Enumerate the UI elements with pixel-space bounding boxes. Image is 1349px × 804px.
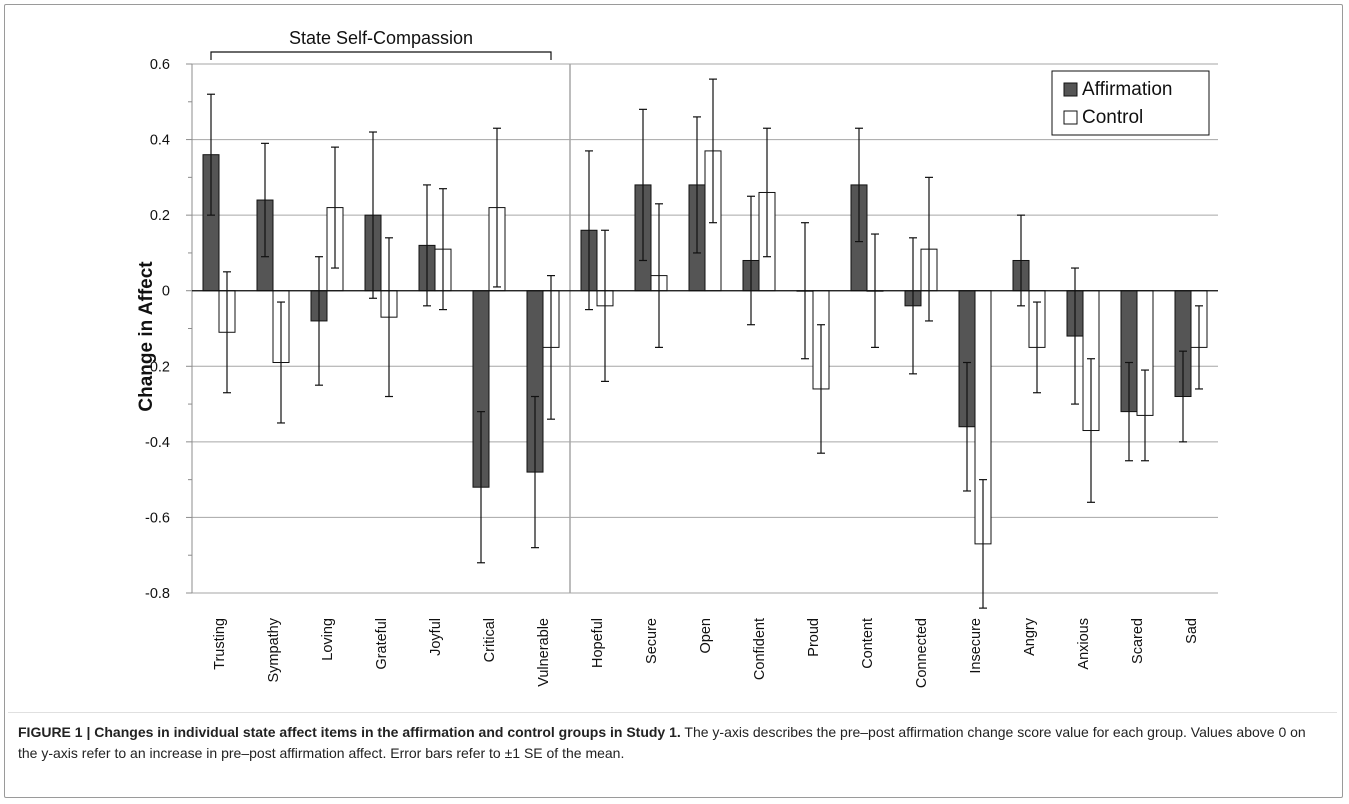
x-category-label: Scared [1130,618,1146,664]
x-category-label: Grateful [374,618,390,670]
x-category-label: Angry [1022,617,1038,656]
x-category-label: Hopeful [590,618,606,668]
group-bracket [210,51,552,60]
group-label: State Self-Compassion [289,28,473,48]
y-tick-label: 0.6 [150,57,170,73]
y-tick-label: -0.8 [145,586,170,602]
y-tick-label: -0.4 [145,435,170,451]
y-tick-label: 0.4 [150,133,170,149]
x-category-label: Insecure [968,618,984,674]
y-tick-label: -0.6 [145,510,170,526]
y-tick-label: 0 [162,284,170,300]
x-category-label: Sad [1184,618,1200,644]
y-axis-label: Change in Affect [136,261,157,412]
x-category-label: Trusting [212,618,228,670]
y-tick-label: -0.2 [145,359,170,375]
y-tick-label: 0.2 [150,208,170,224]
legend-swatch-control [1063,110,1078,125]
x-category-label: Vulnerable [536,618,552,687]
caption-divider [8,712,1337,713]
x-category-label: Critical [482,618,498,662]
x-category-label: Open [698,618,714,653]
x-category-label: Joyful [428,618,444,656]
caption-text: The y-axis describes the pre–post affirm… [18,724,1306,761]
x-category-label: Sympathy [266,617,282,682]
figure-frame [4,4,1343,798]
caption-label: FIGURE 1 | Changes in individual state a… [18,724,681,740]
x-category-label: Anxious [1076,618,1092,670]
legend-label: Control [1082,107,1143,128]
bar-chart: 0.6 0.4 0.2 0 -0.2 -0.4 -0.6 -0.8 Change in Affe… [136,28,1218,688]
x-category-label: Proud [806,618,822,657]
x-category-label: Confident [752,618,768,680]
x-category-label: Loving [320,618,336,661]
legend-swatch-affirmation [1063,82,1078,97]
figure-caption: FIGURE 1 | Changes in individual state a… [18,722,1328,764]
x-category-label: Connected [914,618,930,688]
legend-box [1051,70,1210,136]
x-category-label: Content [860,618,876,669]
legend-label: Affirmation [1082,79,1172,100]
x-category-label: Secure [644,618,660,664]
